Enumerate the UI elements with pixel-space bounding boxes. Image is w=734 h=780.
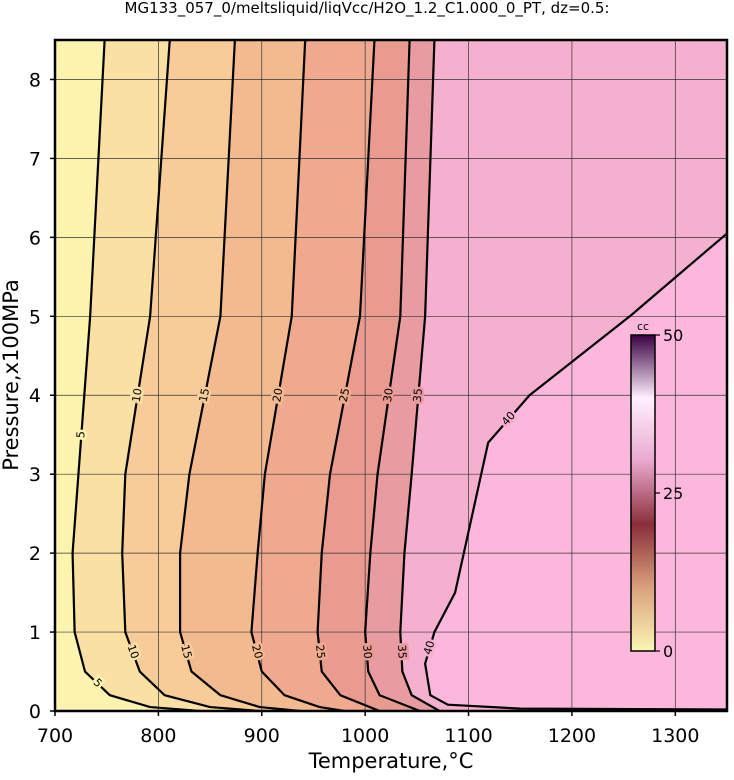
contour-label: 25 — [313, 644, 327, 659]
contour-label: 10 — [130, 387, 145, 403]
x-tick-label: 800 — [140, 725, 176, 747]
x-tick-label: 700 — [37, 725, 73, 747]
contour-label: 5 — [74, 431, 87, 439]
contour-label: 35 — [411, 388, 425, 403]
y-tick-label: 2 — [29, 543, 41, 565]
contour-label: 35 — [395, 644, 409, 659]
x-tick-label: 1300 — [651, 725, 699, 747]
y-tick-label: 7 — [29, 148, 41, 170]
colorbar-tick-label: 0 — [663, 642, 673, 661]
x-tick-label: 1100 — [444, 725, 492, 747]
contour-line — [316, 40, 381, 711]
contour-label: 30 — [360, 644, 374, 659]
contour-fill — [55, 40, 200, 711]
y-axis-label: Pressure,x100MPa — [0, 279, 23, 471]
contour-label: 30 — [381, 387, 396, 403]
contour-line — [399, 40, 441, 711]
x-tick-label: 900 — [244, 725, 280, 747]
y-tick-label: 1 — [29, 622, 41, 644]
x-tick-label: 1200 — [548, 725, 596, 747]
contour-label: 20 — [270, 387, 285, 403]
contour-label: 20 — [249, 643, 265, 660]
overlay: 700 800 900 1000 1100 1200 1300 0 1 2 3 4 5 6 7 8 cc 0 25 5… — [29, 38, 729, 747]
contour-line — [424, 232, 727, 711]
contour-label: 25 — [337, 387, 352, 403]
colorbar-label: cc — [637, 320, 649, 333]
x-tick-label: 1000 — [341, 725, 389, 747]
contour-line — [250, 40, 345, 711]
x-axis-label: Temperature,°C — [308, 749, 474, 773]
contour-fill — [55, 40, 260, 711]
y-tick-label: 5 — [29, 306, 41, 328]
plot-frame — [53, 38, 729, 713]
contour-line — [121, 40, 260, 711]
contour-label: 15 — [197, 387, 212, 403]
y-tick-label: 0 — [29, 701, 41, 723]
colorbar — [630, 334, 656, 652]
colorbar-tick-label: 50 — [663, 326, 683, 345]
colorbar-tick-label: 25 — [663, 484, 683, 503]
chart-title: MG133_057_0/meltsliquid/liqVcc/H2O_1.2_C… — [125, 0, 610, 18]
contour-line — [71, 40, 200, 711]
y-tick-label: 8 — [29, 69, 41, 91]
y-tick-label: 3 — [29, 464, 41, 486]
contour-line — [178, 40, 301, 711]
y-tick-label: 4 — [29, 385, 41, 407]
y-tick-label: 6 — [29, 227, 41, 249]
contour-line — [364, 40, 421, 711]
